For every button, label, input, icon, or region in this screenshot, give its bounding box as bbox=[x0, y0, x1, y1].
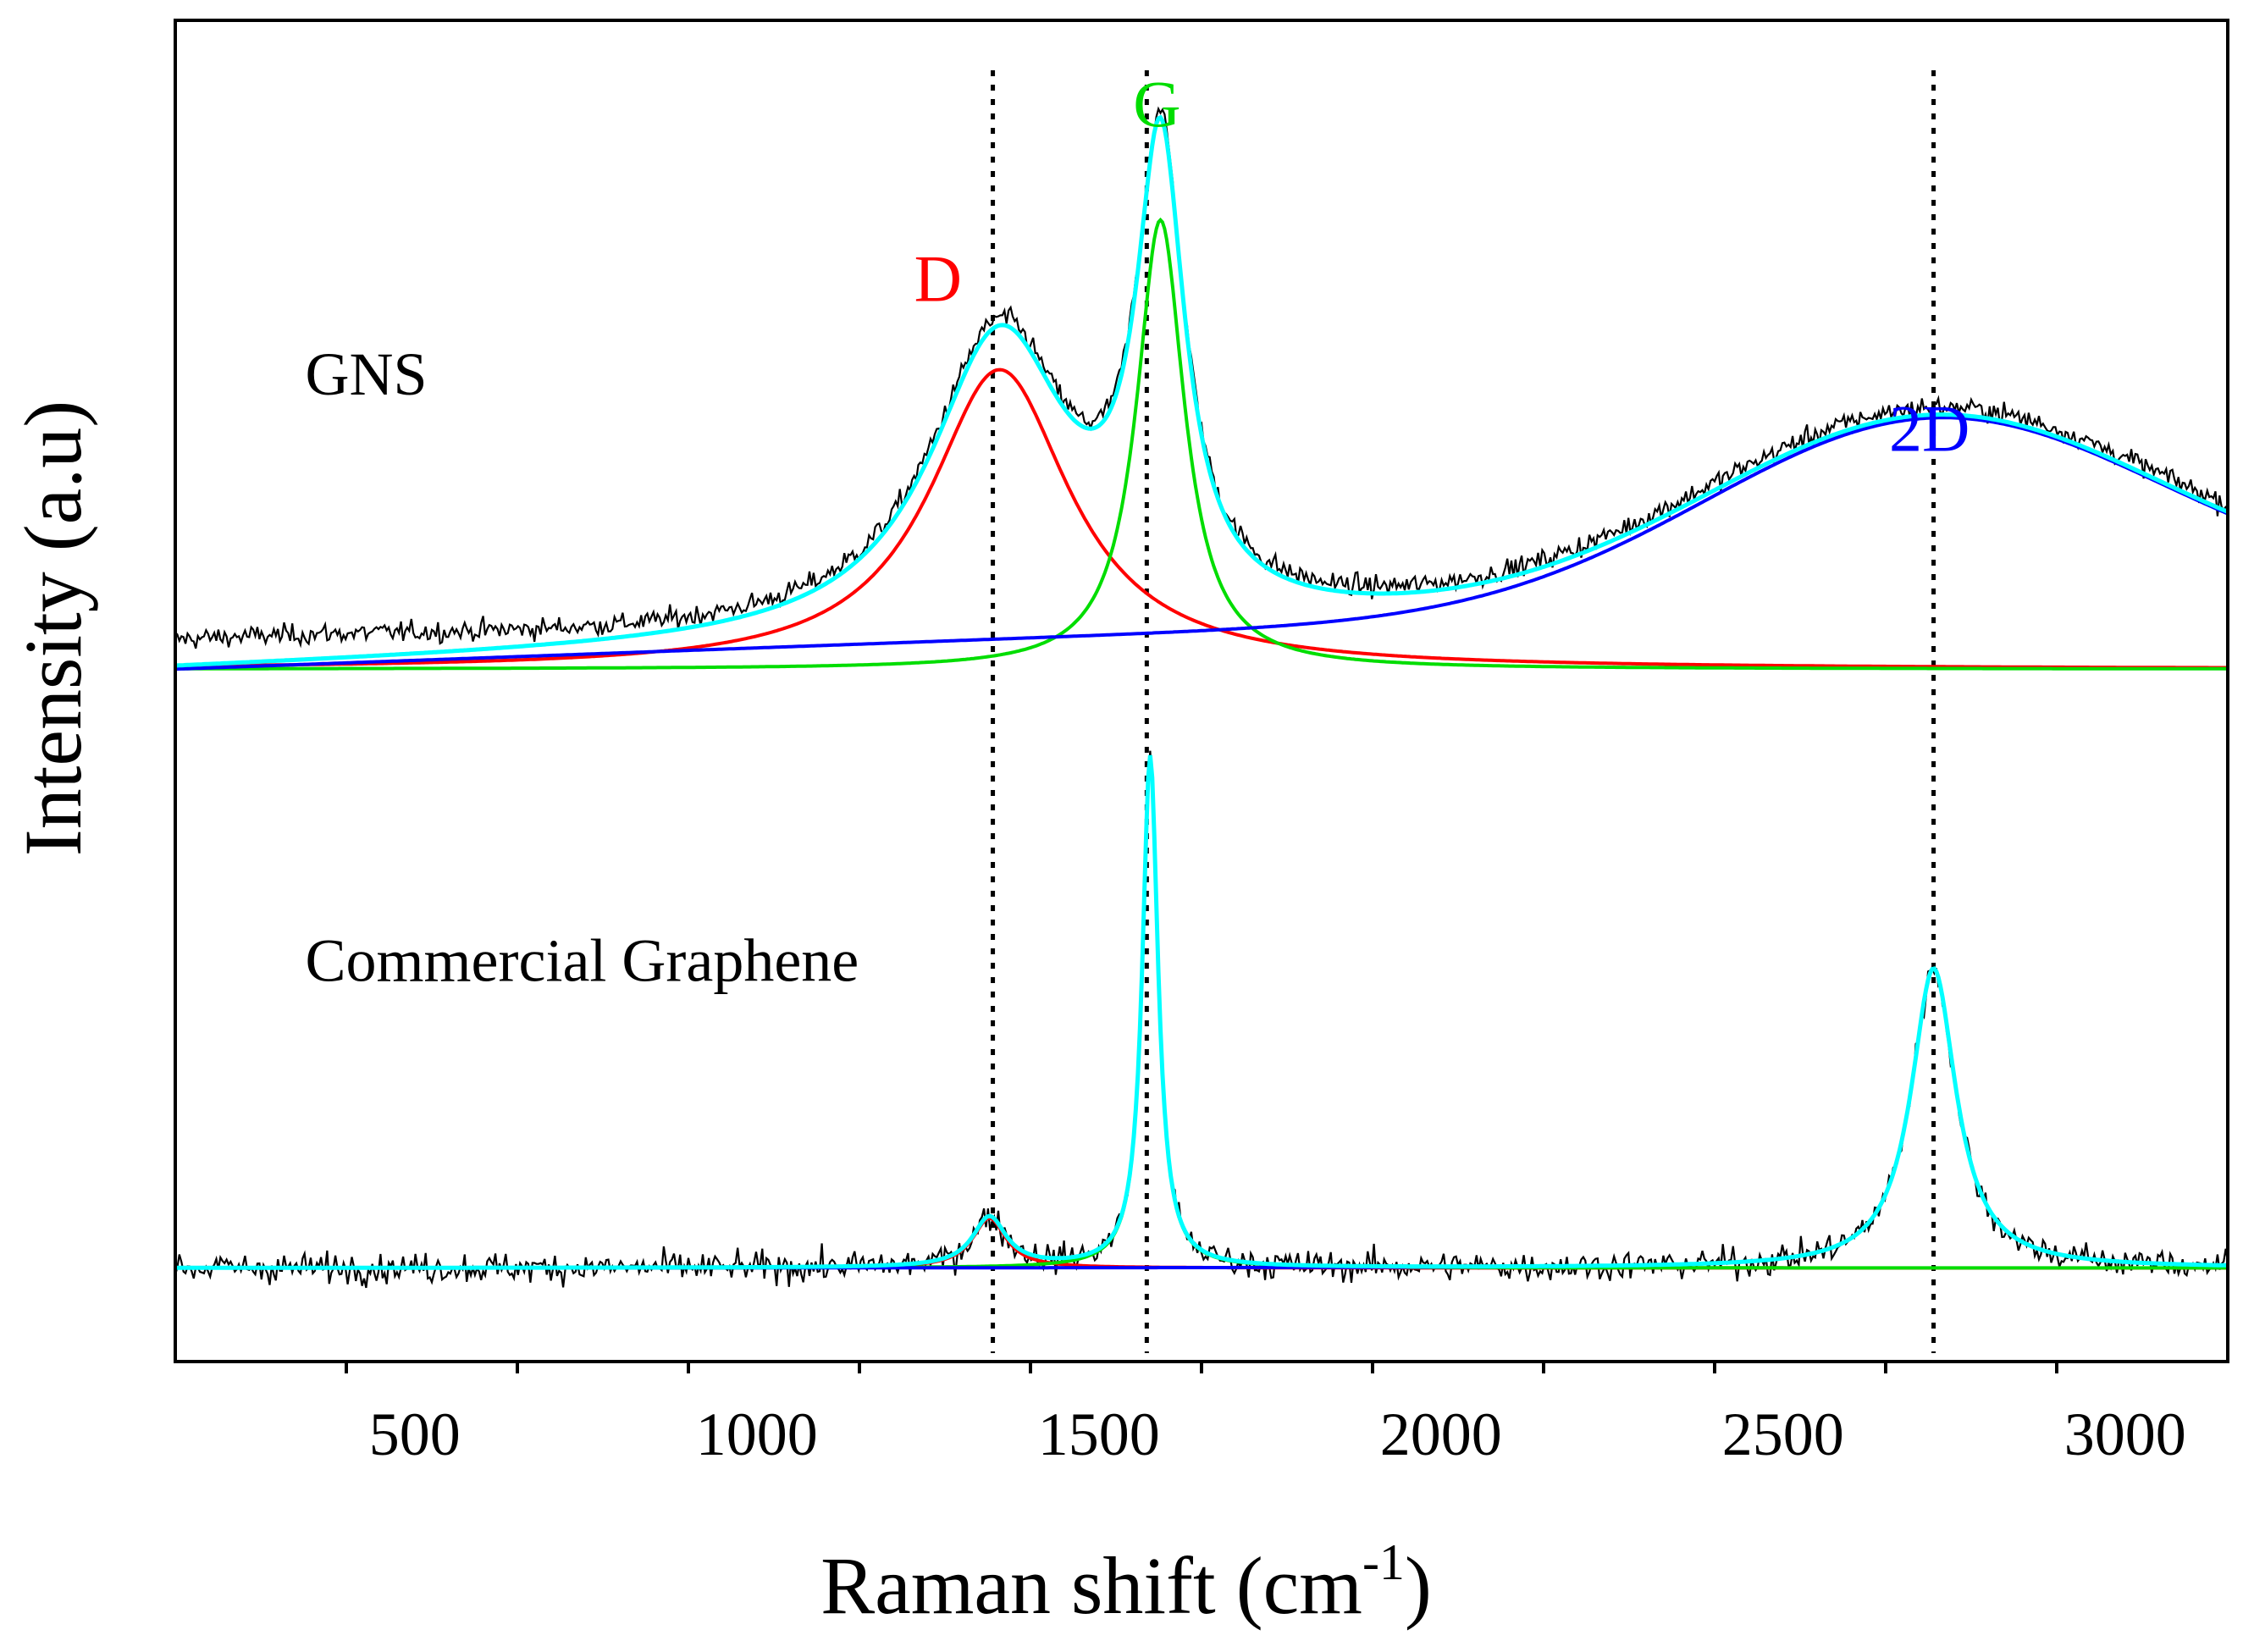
gns-raw-data-line bbox=[174, 106, 2229, 649]
x-tick-label-2500: 2500 bbox=[1722, 1401, 1844, 1468]
x-axis-ticks: 500 1000 1500 2000 2500 3000 bbox=[345, 1362, 2186, 1468]
gns-cumulative-fit-line bbox=[174, 114, 2229, 668]
x-axis-title-text: Raman shift (cm bbox=[820, 1540, 1362, 1631]
commercial-graphene-d-fit-line bbox=[175, 1216, 2228, 1270]
plot-area: D G 2D GNS Commercial Graphene bbox=[174, 67, 2229, 1353]
sample-label-gns: GNS bbox=[306, 340, 428, 408]
x-axis-title-superscript: -1 bbox=[1362, 1534, 1405, 1590]
sample-label-commercial-graphene: Commercial Graphene bbox=[306, 927, 859, 995]
x-tick-label-3000: 3000 bbox=[2064, 1401, 2186, 1468]
x-tick-label-2000: 2000 bbox=[1380, 1401, 1502, 1468]
peak-label-2d: 2D bbox=[1889, 391, 1970, 465]
gns-d-fit-line bbox=[175, 367, 2228, 670]
x-axis-title-close: ) bbox=[1405, 1540, 1432, 1631]
x-tick-label-500: 500 bbox=[369, 1401, 461, 1468]
plot-frame bbox=[174, 19, 2229, 1363]
commercial-graphene-cumulative-fit-line bbox=[175, 754, 2229, 1270]
x-axis-title: Raman shift (cm-1) bbox=[820, 1534, 1432, 1631]
commercial-graphene-g-fit-line bbox=[175, 756, 2228, 1270]
gns-g-fit-line bbox=[175, 217, 2228, 671]
y-axis-title: Intensity (a.u) bbox=[8, 401, 98, 857]
gns-2d-fit-line bbox=[174, 416, 2229, 671]
peak-label-g: G bbox=[1133, 67, 1180, 141]
x-tick-label-1500: 1500 bbox=[1038, 1401, 1160, 1468]
x-tick-label-1000: 1000 bbox=[696, 1401, 818, 1468]
peak-label-d: D bbox=[914, 242, 962, 316]
